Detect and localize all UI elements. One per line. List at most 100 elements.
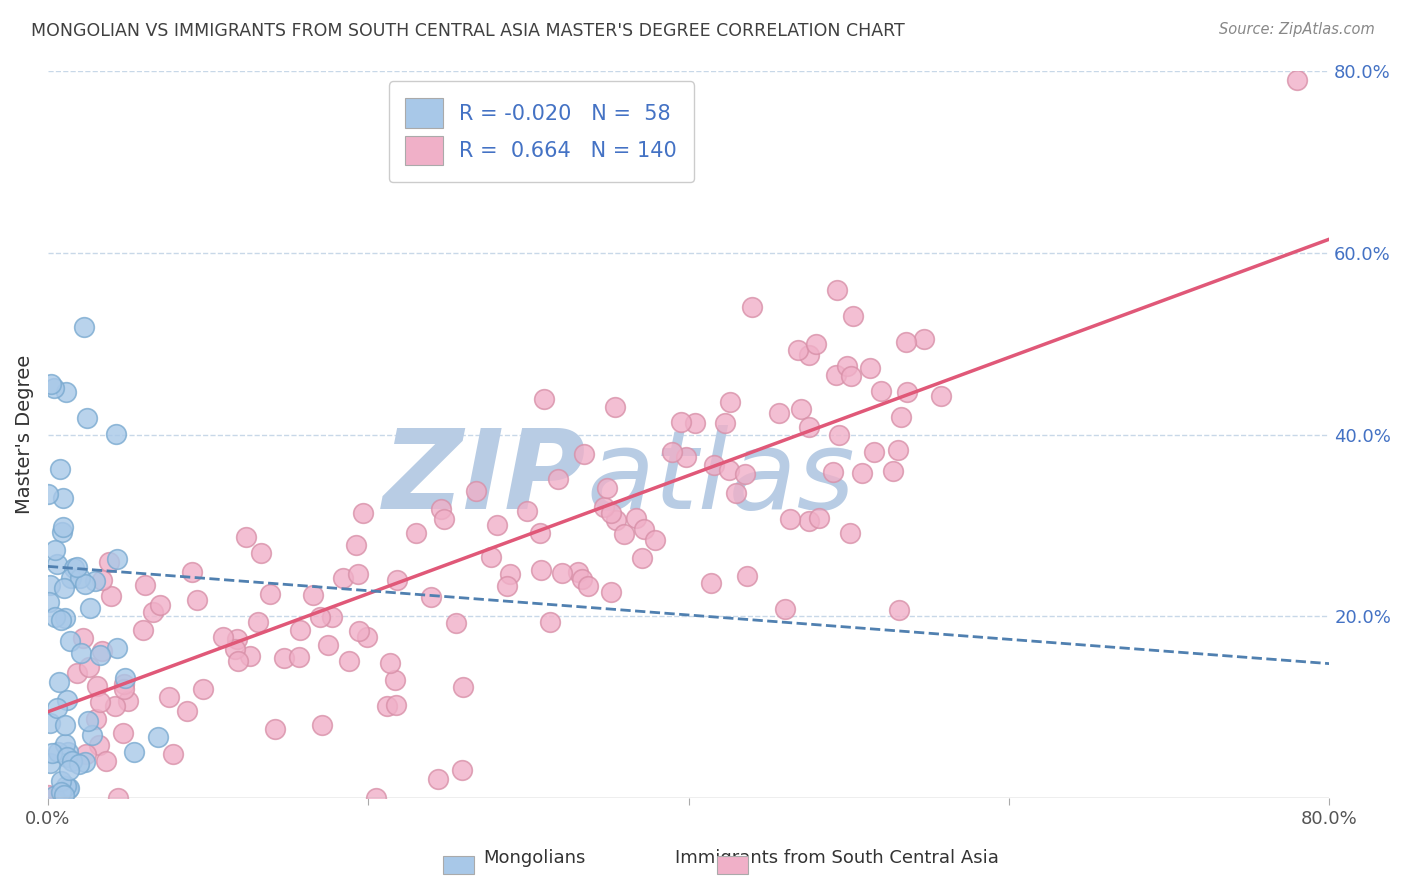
Point (405, 526, 427, 541)
Point (72, 631, 94, 645)
Point (479, 550, 502, 565)
Point (734, 467, 756, 482)
Point (98, 555, 121, 569)
Point (259, 587, 281, 601)
Point (364, 791, 387, 805)
Point (59, 634, 82, 648)
Point (675, 450, 697, 465)
Point (162, 747, 184, 761)
Point (724, 486, 747, 500)
Point (67, 756, 90, 771)
Point (86, 712, 108, 726)
Point (683, 416, 706, 430)
Point (146, 730, 169, 744)
Point (779, 512, 801, 526)
Point (290, 623, 312, 637)
Point (644, 533, 666, 548)
Point (90, 644, 112, 658)
Point (114, 671, 136, 685)
Point (433, 512, 456, 526)
Point (302, 588, 325, 602)
Text: ZIP: ZIP (382, 425, 586, 532)
Text: atlas: atlas (586, 425, 855, 532)
Point (572, 447, 595, 461)
Point (44, 610, 66, 624)
Point (669, 415, 692, 429)
Point (73, 577, 96, 591)
Point (464, 483, 486, 498)
Point (419, 591, 441, 605)
Point (60, 755, 83, 769)
Point (347, 566, 370, 581)
Point (59, 571, 82, 585)
Point (308, 610, 330, 624)
Point (226, 654, 249, 668)
Point (851, 466, 873, 480)
Point (66, 559, 89, 574)
Point (797, 514, 820, 528)
Point (485, 517, 508, 532)
Point (89, 738, 111, 752)
Point (430, 502, 453, 516)
Point (896, 335, 918, 350)
Point (250, 546, 273, 560)
Point (567, 566, 589, 580)
Point (596, 481, 619, 495)
Point (37, 788, 59, 802)
Point (53, 737, 76, 751)
Point (39, 578, 62, 592)
Point (51, 525, 73, 540)
Point (44, 789, 66, 803)
Point (823, 465, 845, 479)
Point (1286, 73, 1309, 87)
Point (741, 300, 763, 314)
Text: Source: ZipAtlas.com: Source: ZipAtlas.com (1219, 22, 1375, 37)
Point (72, 320, 94, 334)
Point (42, 381, 65, 395)
Point (46, 700, 69, 714)
Point (533, 392, 555, 407)
Point (806, 336, 828, 351)
Point (157, 690, 180, 704)
Point (287, 649, 309, 664)
Point (112, 677, 135, 691)
Point (52, 788, 75, 802)
Point (661, 445, 683, 459)
Point (882, 464, 904, 478)
Point (797, 419, 820, 434)
Point (321, 610, 343, 624)
Point (929, 389, 952, 403)
Point (807, 511, 830, 525)
Point (786, 343, 808, 357)
Point (225, 632, 247, 646)
Point (105, 552, 128, 566)
Point (887, 602, 910, 616)
Point (111, 726, 134, 740)
Point (516, 504, 538, 518)
Point (499, 566, 522, 581)
Point (38, 595, 60, 609)
Point (63, 560, 86, 574)
Point (104, 698, 127, 713)
Point (385, 574, 408, 588)
Point (80, 728, 103, 742)
Point (52, 491, 75, 506)
Point (426, 772, 449, 786)
Point (318, 639, 340, 653)
Point (496, 579, 519, 593)
Point (538, 615, 561, 630)
Point (55, 750, 77, 764)
Point (105, 641, 128, 656)
Point (551, 566, 574, 581)
Point (41, 746, 63, 760)
Point (842, 309, 865, 323)
Point (332, 571, 354, 585)
Point (66, 666, 89, 681)
Point (828, 428, 851, 442)
Point (529, 563, 551, 577)
Point (52, 520, 75, 534)
Point (384, 673, 406, 687)
Point (90, 573, 112, 587)
Point (703, 458, 725, 473)
Point (112, 681, 135, 696)
